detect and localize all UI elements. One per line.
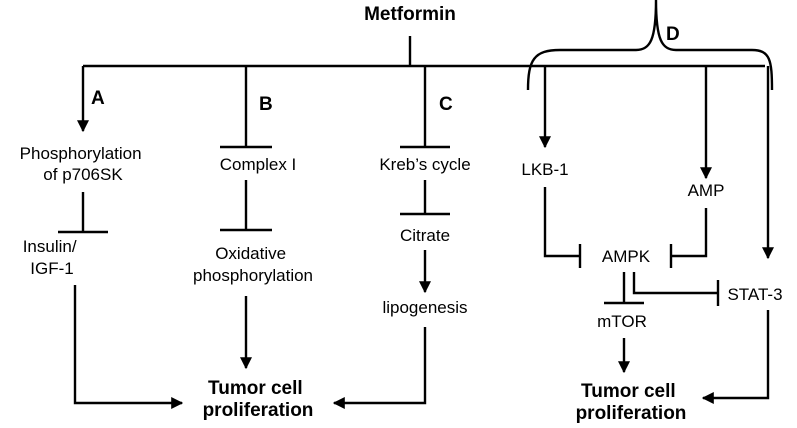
letter-d: D	[666, 24, 680, 45]
arrow-lipogenesis-to-tumor	[332, 327, 427, 409]
letter-a: A	[91, 88, 105, 109]
node-amp: AMP	[688, 181, 725, 200]
node-tumor-proliferation-right: Tumor cell proliferation	[576, 381, 687, 424]
inhibit-ampk-to-stat3-line	[632, 272, 718, 295]
node-lkb1: LKB-1	[521, 160, 568, 179]
letter-b: B	[259, 94, 273, 115]
node-tumor-proliferation-left: Tumor cell proliferation	[203, 378, 314, 421]
inhibit-amp-to-ampk-line	[671, 208, 708, 258]
node-citrate: Citrate	[400, 226, 450, 245]
node-krebs-cycle: Kreb’s cycle	[379, 155, 470, 174]
node-phosphorylation: Phosphorylation of p706SK	[20, 144, 147, 184]
node-oxidative-phosphorylation: Oxidative phosphorylation	[193, 244, 313, 285]
node-complex-i: Complex I	[220, 155, 297, 174]
node-insulin-igf1: Insulin/ IGF-1	[23, 237, 82, 278]
brace-d	[526, 0, 774, 91]
node-ampk: AMPK	[602, 247, 651, 266]
arrow-stat3-to-tumor	[701, 310, 770, 404]
letter-c: C	[439, 94, 453, 115]
node-stat3: STAT-3	[727, 285, 782, 304]
node-lipogenesis: lipogenesis	[382, 298, 467, 317]
arrow-insulin-to-tumor	[73, 285, 184, 409]
node-mtor: mTOR	[597, 312, 647, 331]
inhibit-lkb1-to-ampk-line	[543, 187, 580, 258]
title-metformin: Metformin	[364, 4, 456, 25]
